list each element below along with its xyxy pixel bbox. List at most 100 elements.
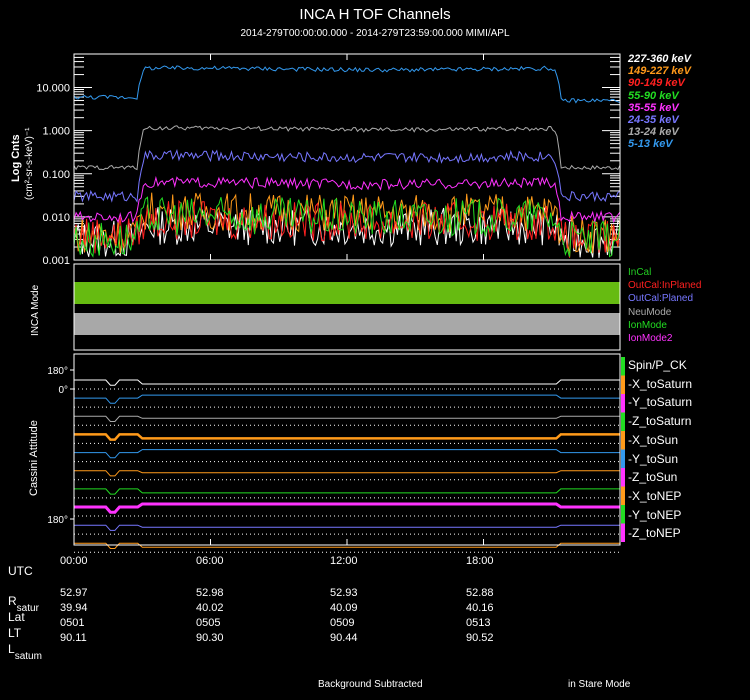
- mode-legend-item: IonMode: [628, 319, 667, 331]
- series-line-13-24-keV: [73, 125, 621, 171]
- series-line-24-35-keV: [73, 149, 621, 203]
- eph-value: 0501: [60, 617, 85, 629]
- mode-legend-item: InCal: [628, 267, 652, 278]
- legend-item: 149-227 keV: [628, 65, 691, 78]
- chart-title: INCA H TOF Channels: [299, 6, 451, 23]
- y-tick-label: 10.000: [36, 83, 70, 95]
- x-ticks: [73, 54, 484, 545]
- attitude-legend-item: -X_toNEP: [628, 488, 682, 503]
- attitude-legend-item: -Y_toNEP: [628, 507, 682, 522]
- attitude-legend: Spin/P_CK -X_toSaturn -Y_toSaturn -Z_toSatu…: [628, 356, 692, 543]
- eph-value: 52.98: [196, 587, 224, 599]
- mode-bar-InCal: [74, 282, 620, 304]
- mode-bar-NeuMode: [74, 313, 620, 335]
- mode-legend-item: IonMode2: [628, 333, 673, 345]
- attitude-line--Y_toSun: [74, 470, 620, 477]
- colorbar-segment: [621, 523, 625, 542]
- panel1-gridlines: [74, 53, 620, 261]
- att-tick-label: 180°: [47, 515, 68, 526]
- attitude-legend-item: -Z_toSaturn: [628, 414, 692, 429]
- legend-item: 5-13 keV: [628, 138, 673, 151]
- att-tick-label: 0°: [58, 385, 68, 396]
- panel2-mode-bars: [74, 282, 620, 335]
- series-line-55-90-keV: [73, 196, 621, 258]
- attitude-legend-item: -X_toSaturn: [628, 376, 693, 391]
- series-line-90-149-keV: [73, 199, 621, 258]
- eph-value: 0513: [466, 617, 491, 629]
- eph-value: 40.16: [466, 602, 494, 614]
- attitude-legend-item: -Y_toSaturn: [628, 395, 693, 410]
- attitude-legend-item: -Z_toSun: [628, 470, 678, 485]
- mode-legend: InCal OutCal:InPlaned OutCal:Planed NeuMode…: [628, 266, 701, 345]
- colorbar-segment: [621, 468, 625, 487]
- eph-value: 90.30: [196, 632, 224, 644]
- eph-time: 12:00: [330, 555, 358, 567]
- eph-value: 39.94: [60, 602, 88, 614]
- legend-item: 227-360 keV: [628, 53, 691, 65]
- eph-time: 06:00: [196, 555, 224, 567]
- panel3-ticks: 180° 0° 180°: [47, 366, 74, 526]
- panel2-frame: [73, 263, 621, 351]
- att-tick-label: 180°: [47, 366, 68, 377]
- colorbar-segment: [621, 449, 625, 468]
- panel1-series: [73, 65, 621, 258]
- eph-row-sublabel: satum: [14, 651, 42, 662]
- legend-item: 90-149 keV: [628, 77, 685, 90]
- mode-legend-item: NeuMode: [628, 306, 672, 318]
- eph-row-label: Rsatur: [8, 594, 39, 614]
- eph-time: 00:00: [60, 555, 88, 567]
- attitude-legend-item: -X_toSun: [628, 432, 679, 447]
- panel3-colorbar: [621, 357, 625, 542]
- attitude-line--Z_toSaturn: [74, 433, 620, 441]
- eph-value: 90.52: [466, 632, 494, 644]
- eph-row-label: LT: [8, 626, 22, 640]
- attitude-line--Y_toSaturn: [74, 415, 620, 422]
- eph-value: 40.02: [196, 602, 224, 614]
- y-tick-label: 0.100: [42, 169, 70, 181]
- eph-row-label: Lat: [8, 610, 25, 624]
- attitude-line--X_toSaturn: [74, 394, 620, 404]
- attitude-line-Spin/P_CK: [74, 379, 620, 386]
- eph-value: 0505: [196, 617, 221, 629]
- attitude-line--Z_toNEP: [74, 542, 620, 549]
- colorbar-segment: [621, 486, 625, 505]
- eph-value: 52.93: [330, 587, 358, 599]
- chart-subtitle: 2014-279T00:00:00.000 - 2014-279T23:59:0…: [240, 28, 510, 39]
- eph-value: 52.97: [60, 587, 88, 599]
- series-line-35-55-keV: [73, 175, 621, 224]
- attitude-legend-item: -Z_toNEP: [628, 526, 681, 541]
- colorbar-segment: [621, 412, 625, 431]
- y-tick-label: 1.000: [42, 126, 70, 138]
- colorbar-segment: [621, 375, 625, 394]
- colorbar-segment: [621, 394, 625, 413]
- attitude-line--X_toNEP: [74, 502, 620, 514]
- colorbar-segment: [621, 357, 625, 376]
- utc-label: UTC: [8, 564, 33, 578]
- attitude-legend-item: -Y_toSun: [628, 451, 679, 466]
- legend-item: 35-55 keV: [628, 101, 679, 114]
- y-tick-label: 0.010: [42, 212, 70, 224]
- energy-legend: 227-360 keV 149-227 keV 90-149 keV 55-90 ke…: [628, 53, 691, 151]
- eph-time: 18:00: [466, 555, 494, 567]
- eph-value: 0509: [330, 617, 355, 629]
- mode-legend-item: OutCal:InPlaned: [628, 280, 702, 292]
- colorbar-segment: [621, 505, 625, 524]
- colorbar-segment: [621, 431, 625, 450]
- eph-value: 90.11: [60, 632, 87, 644]
- attitude-line--Y_toNEP: [74, 524, 620, 531]
- legend-item: 55-90 keV: [628, 89, 679, 102]
- panel1-ticks: 10.000 1.000 0.100 0.010 0.001: [36, 83, 70, 267]
- panel3-attitude-lines: [74, 379, 620, 553]
- panel1-frame: [73, 53, 621, 261]
- mode-legend-item: OutCal:Planed: [628, 293, 694, 305]
- footer-right: in Stare Mode: [568, 679, 631, 690]
- legend-item: 24-35 keV: [628, 114, 679, 127]
- eph-value: 90.44: [330, 632, 358, 644]
- eph-row-sublabel: satur: [16, 603, 39, 614]
- attitude-legend-item: Spin/P_CK: [628, 358, 687, 372]
- legend-item: 13-24 keV: [628, 126, 679, 139]
- footer-left: Background Subtracted: [318, 679, 423, 690]
- attitude-line--X_toSun: [74, 449, 620, 459]
- eph-value: 52.88: [466, 587, 494, 599]
